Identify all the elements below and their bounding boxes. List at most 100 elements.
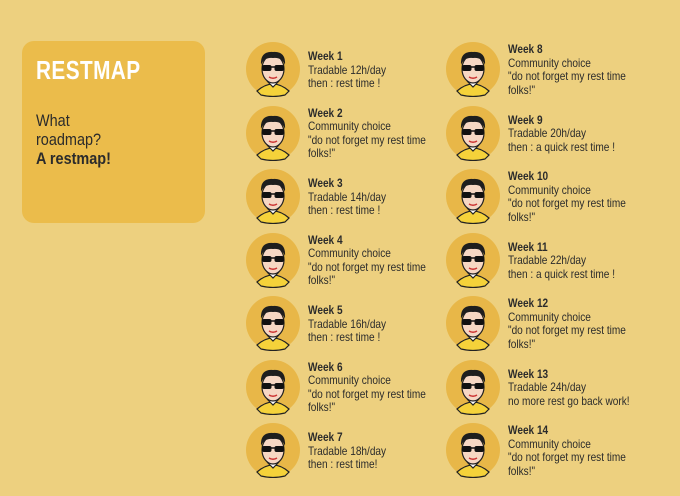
card-title: RESTMAP bbox=[36, 55, 141, 85]
week-item: Week 2 Community choice "do not forget my … bbox=[245, 105, 445, 163]
week-line: "do not forget my rest time bbox=[508, 450, 626, 464]
avatar-shape bbox=[460, 51, 486, 65]
week-line: "do not forget my rest time bbox=[508, 323, 626, 337]
week-text: Week 11 Tradable 22h/day then : a quick re… bbox=[508, 240, 635, 281]
week-title: Week 11 bbox=[508, 239, 548, 254]
card-text: What roadmap? A restmap! bbox=[36, 111, 111, 168]
avatar-shape bbox=[268, 266, 278, 270]
avatar-shape bbox=[262, 446, 272, 452]
week-line: Community choice bbox=[508, 309, 591, 324]
avatar-shape bbox=[246, 296, 300, 352]
avatar-shape bbox=[260, 369, 286, 383]
week-line: Community choice bbox=[508, 55, 591, 70]
week-line: "do not forget my rest time bbox=[308, 386, 426, 401]
avatar-shape bbox=[462, 128, 472, 135]
avatar-shape bbox=[468, 330, 478, 333]
avatar-shape bbox=[256, 210, 290, 225]
avatar-shape bbox=[274, 65, 284, 71]
avatar-shape bbox=[274, 446, 284, 452]
avatar-shape bbox=[274, 382, 284, 389]
avatar-shape bbox=[456, 464, 490, 479]
week-line: then : rest time! bbox=[308, 456, 378, 471]
avatar-shape bbox=[446, 105, 500, 161]
avatar bbox=[245, 359, 301, 420]
week-title: Week 1 bbox=[308, 48, 343, 63]
avatar-shape bbox=[468, 139, 478, 143]
week-line: "do not forget my rest time bbox=[508, 69, 626, 83]
avatar bbox=[245, 422, 301, 483]
avatar-shape bbox=[256, 400, 290, 415]
week-text: Week 5 Tradable 16h/day then : rest time ! bbox=[308, 303, 401, 345]
week-item: Week 5 Tradable 16h/day then : rest time ! bbox=[245, 295, 445, 353]
avatar-shape bbox=[462, 319, 472, 325]
avatar-shape bbox=[474, 255, 484, 262]
week-line: then : rest time ! bbox=[308, 329, 381, 344]
avatar-shape bbox=[446, 296, 500, 352]
avatar-shape bbox=[262, 65, 272, 71]
week-line: folks!" bbox=[508, 336, 536, 351]
avatar-shape bbox=[262, 255, 272, 262]
avatar-shape bbox=[456, 83, 490, 98]
week-text: Week 14 Community choice "do not forget my… bbox=[508, 423, 648, 478]
week-item: Week 10 Community choice "do not forget my… bbox=[445, 168, 645, 226]
avatar-shape bbox=[462, 255, 472, 262]
avatar-shape bbox=[256, 83, 290, 98]
avatar-shape bbox=[446, 232, 500, 288]
week-line: folks!" bbox=[508, 209, 536, 224]
avatar bbox=[245, 105, 301, 166]
avatar-shape bbox=[262, 319, 272, 325]
week-line: folks!" bbox=[508, 82, 536, 97]
avatar-shape bbox=[446, 42, 500, 98]
card-line: A restmap! bbox=[36, 149, 111, 168]
week-text: Week 6 Community choice "do not forget my … bbox=[308, 360, 448, 415]
week-title: Week 9 bbox=[508, 112, 543, 127]
week-line: then : a quick rest time ! bbox=[508, 266, 616, 281]
intro-card: RESTMAP What roadmap? A restmap! bbox=[22, 41, 205, 223]
avatar-shape bbox=[262, 192, 272, 198]
week-line: folks!" bbox=[508, 463, 536, 478]
week-text: Week 8 Community choice "do not forget my … bbox=[508, 42, 648, 97]
avatar-shape bbox=[456, 146, 490, 161]
week-title: Week 14 bbox=[508, 423, 549, 437]
week-line: Tradable 20h/day bbox=[508, 125, 587, 140]
week-item: Week 3 Tradable 14h/day then : rest time ! bbox=[245, 168, 445, 226]
avatar bbox=[245, 41, 301, 102]
week-line: Community choice bbox=[508, 436, 591, 451]
avatar-shape bbox=[256, 464, 290, 479]
avatar-shape bbox=[274, 128, 284, 135]
avatar-shape bbox=[246, 232, 300, 288]
avatar-shape bbox=[474, 65, 484, 71]
avatar-shape bbox=[268, 330, 278, 333]
avatar-shape bbox=[446, 359, 500, 415]
week-title: Week 12 bbox=[508, 296, 549, 310]
avatar-shape bbox=[474, 319, 484, 325]
avatar-shape bbox=[256, 337, 290, 352]
avatar-shape bbox=[268, 393, 278, 397]
avatar-shape bbox=[460, 305, 486, 319]
avatar-shape bbox=[260, 305, 286, 319]
week-line: folks!" bbox=[308, 273, 336, 287]
avatar-shape bbox=[474, 382, 484, 389]
avatar-shape bbox=[246, 423, 300, 479]
avatar-shape bbox=[462, 382, 472, 389]
avatar-shape bbox=[468, 266, 478, 270]
avatar-shape bbox=[446, 169, 500, 225]
week-line: Community choice bbox=[508, 182, 591, 197]
week-item: Week 9 Tradable 20h/day then : a quick res… bbox=[445, 105, 645, 163]
week-item: Week 14 Community choice "do not forget my… bbox=[445, 422, 645, 480]
week-line: Tradable 18h/day bbox=[308, 443, 387, 458]
avatar-shape bbox=[246, 105, 300, 161]
avatar-shape bbox=[462, 192, 472, 198]
avatar-shape bbox=[456, 337, 490, 352]
avatar-shape bbox=[268, 203, 278, 206]
week-title: Week 4 bbox=[308, 232, 343, 247]
week-text: Week 1 Tradable 12h/day then : rest time ! bbox=[308, 48, 401, 91]
avatar-shape bbox=[274, 192, 284, 198]
avatar-shape bbox=[456, 210, 490, 225]
avatar-shape bbox=[446, 423, 500, 479]
week-title: Week 2 bbox=[308, 105, 343, 120]
avatar bbox=[445, 232, 501, 293]
week-line: folks!" bbox=[308, 146, 336, 160]
week-title: Week 8 bbox=[508, 42, 543, 56]
